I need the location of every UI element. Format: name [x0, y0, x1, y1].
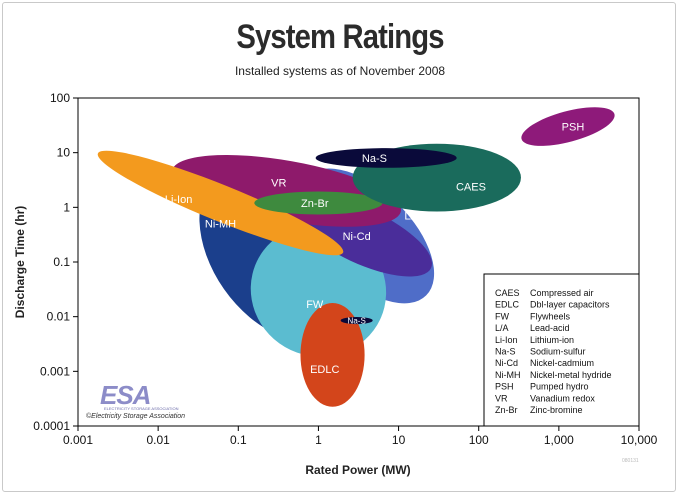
region-label-4: VR	[271, 178, 286, 190]
legend-name: Nickel-cadmium	[530, 358, 594, 368]
legend-abbr: FW	[495, 311, 509, 321]
region-label-2: FW	[306, 299, 324, 311]
legend-name: Sodium-sulfur	[530, 347, 586, 357]
legend-box	[483, 273, 640, 427]
region-na-s-11	[340, 316, 373, 325]
legend-abbr: Zn-Br	[495, 405, 518, 415]
x-tick-label: 0.01	[146, 433, 170, 447]
region-label-0: Ni-MH	[205, 219, 236, 231]
legend-name: Lithium-ion	[530, 335, 574, 345]
logo-tagline: ELECTRICITY STORAGE ASSOCIATION	[104, 406, 179, 411]
legend-name: Flywheels	[530, 311, 571, 321]
region-label-10: EDLC	[310, 364, 339, 376]
x-tick-label: 1,000	[544, 433, 574, 447]
region-layer	[97, 107, 615, 407]
region-label-7: CAES	[456, 181, 486, 193]
logo-caption: ©Electricity Storage Association	[86, 412, 185, 420]
region-label-8: Na-S	[362, 153, 387, 165]
region-na-s-8	[315, 148, 457, 168]
x-axis: 0.001 0.01 0.1 1 10 100 1,000 10,000	[63, 426, 658, 447]
legend-name: Vanadium redox	[530, 393, 595, 403]
chart-subtitle: Installed systems as of November 2008	[234, 64, 446, 78]
logo-mark: ESA	[100, 380, 150, 410]
legend-abbr: Li-Ion	[495, 335, 518, 345]
esa-logo: ESA ELECTRICITY STORAGE ASSOCIATION ©Ele…	[86, 380, 185, 420]
y-tick-label: 0.1	[53, 255, 70, 269]
region-psh-9	[521, 107, 615, 146]
region-label-11: Na-S	[348, 316, 366, 325]
legend-abbr: CAES	[495, 288, 520, 298]
x-tick-label: 10	[392, 433, 406, 447]
legend-abbr: EDLC	[495, 300, 520, 310]
x-tick-label: 10,000	[621, 433, 658, 447]
region-edlc-10	[300, 302, 365, 407]
chart-title: System Ratings	[236, 18, 444, 56]
footnote: 080131	[622, 458, 639, 464]
region-label-6: Zn-Br	[301, 198, 329, 210]
legend-abbr: Na-S	[495, 347, 516, 357]
region-label-9: PSH	[562, 121, 585, 133]
x-tick-label: 1	[315, 433, 322, 447]
y-tick-label: 0.0001	[33, 419, 70, 433]
legend-name: Nickel-metal hydride	[530, 370, 612, 380]
legend: CAES Compressed air EDLC Dbl-layer capacito…	[483, 273, 640, 427]
legend-abbr: VR	[495, 393, 508, 403]
region-label-1: L/A	[404, 211, 421, 223]
legend-abbr: Ni-Cd	[495, 358, 518, 368]
y-tick-label: 1	[63, 200, 70, 214]
y-tick-label: 0.001	[40, 364, 70, 378]
region-label-3: Ni-Cd	[343, 231, 371, 243]
chart-frame	[2, 2, 676, 492]
y-axis: 0.0001 0.001 0.01 0.1 1 10 100	[33, 91, 78, 433]
legend-name: Pumped hydro	[530, 382, 589, 392]
y-tick-label: 10	[57, 146, 71, 160]
y-axis-label: Discharge Time (hr)	[13, 206, 27, 318]
y-tick-label: 100	[50, 91, 70, 105]
legend-name: Zinc-bromine	[530, 405, 583, 415]
legend-name: Lead-acid	[530, 323, 570, 333]
legend-abbr: L/A	[495, 323, 509, 333]
x-tick-label: 0.001	[63, 433, 93, 447]
y-tick-label: 0.01	[47, 310, 71, 324]
region-label-5: Li-Ion	[165, 194, 193, 206]
x-tick-label: 0.1	[230, 433, 247, 447]
x-axis-label: Rated Power (MW)	[305, 463, 410, 477]
x-tick-label: 100	[469, 433, 489, 447]
region-label-layer: Ni-MH L/A FW Ni-Cd VR Li-Ion Zn-Br CAES Na-S PSH E…	[165, 121, 584, 375]
legend-abbr: Ni-MH	[495, 370, 521, 380]
legend-abbr: PSH	[495, 382, 514, 392]
region-li-ion-5	[97, 150, 344, 256]
legend-name: Dbl-layer capacitors	[530, 300, 610, 310]
region-zn-br-6	[254, 191, 383, 215]
legend-name: Compressed air	[530, 288, 594, 298]
